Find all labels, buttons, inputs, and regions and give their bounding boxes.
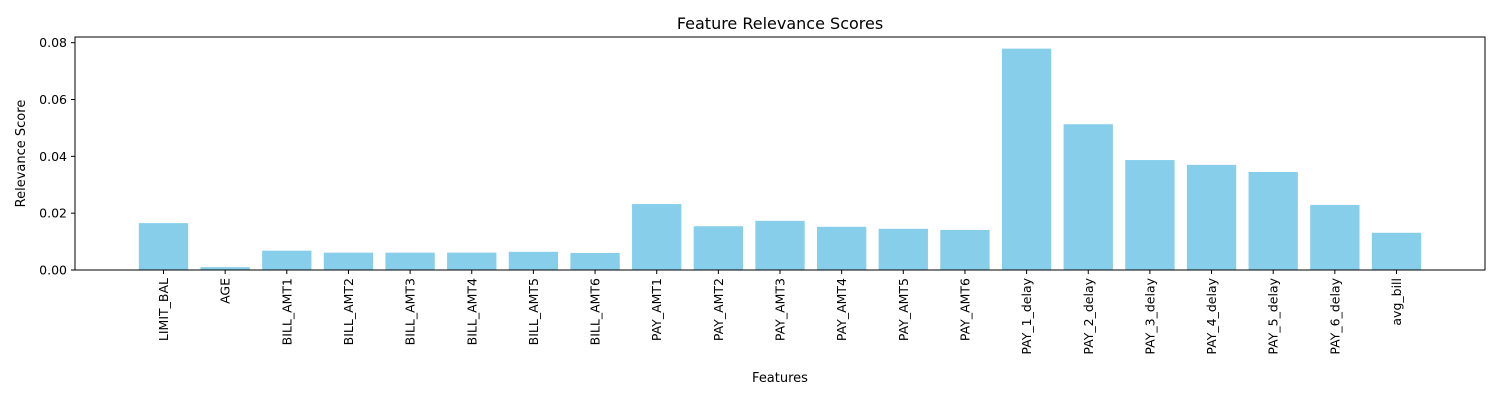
x-tick-label: PAY_AMT6 — [957, 278, 972, 341]
x-tick-label: BILL_AMT2 — [341, 278, 356, 345]
bar-pay-amt5 — [878, 228, 928, 270]
x-tick-label: PAY_AMT2 — [711, 278, 726, 341]
x-tick-label: LIMIT_BAL — [156, 278, 171, 341]
x-tick-label: PAY_4_delay — [1204, 277, 1219, 354]
bar-bill-amt5 — [508, 251, 559, 270]
y-tick-label: 0.02 — [39, 206, 67, 221]
bar-pay-1-delay — [1001, 48, 1052, 271]
bar-pay-6-delay — [1310, 204, 1360, 270]
bar-pay-amt4 — [816, 226, 867, 270]
bars — [138, 48, 1422, 271]
bar-pay-amt1 — [632, 204, 682, 270]
bar-bill-amt4 — [447, 252, 497, 270]
x-tick-label: AGE — [218, 278, 233, 304]
bar-bill-amt3 — [385, 252, 435, 270]
bar-pay-amt6 — [940, 229, 990, 270]
x-tick-label: avg_bill — [1389, 278, 1404, 326]
y-axis-label: Relevance Score — [14, 100, 29, 208]
x-tick-label: PAY_6_delay — [1327, 277, 1342, 354]
x-tick-label: PAY_5_delay — [1266, 277, 1281, 354]
bar-pay-4-delay — [1186, 164, 1237, 270]
x-tick-label: BILL_AMT1 — [279, 278, 294, 345]
y-tick-label: 0.04 — [39, 149, 67, 164]
x-tick-label: PAY_AMT3 — [773, 278, 788, 341]
bar-avg-bill — [1371, 232, 1422, 270]
x-tick-label: BILL_AMT5 — [526, 278, 541, 345]
bar-pay-2-delay — [1063, 124, 1113, 270]
bar-pay-3-delay — [1125, 160, 1175, 270]
bar-bill-amt6 — [570, 252, 620, 270]
x-axis-label: Features — [752, 371, 808, 386]
x-tick-label: BILL_AMT4 — [464, 278, 479, 345]
y-tick-label: 0.06 — [39, 92, 67, 107]
x-tick-label: PAY_AMT4 — [834, 278, 849, 341]
y-tick-label: 0.00 — [39, 263, 67, 278]
bar-age — [200, 267, 250, 270]
chart-title: Feature Relevance Scores — [677, 14, 883, 33]
bar-limit-bal — [138, 223, 189, 270]
x-tick-label: PAY_2_delay — [1081, 277, 1096, 354]
x-tick-label: BILL_AMT3 — [403, 278, 418, 345]
y-axis-ticks: 0.00 0.02 0.04 0.06 0.08 — [39, 35, 75, 278]
plot-frame — [74, 36, 1486, 271]
x-tick-label: PAY_3_delay — [1142, 277, 1157, 354]
x-tick-label: BILL_AMT6 — [588, 278, 603, 345]
bar-pay-amt3 — [755, 220, 805, 270]
x-axis-ticks: LIMIT_BAL AGE BILL_AMT1 BILL_AMT2 BILL_AMT3 B… — [156, 270, 1404, 355]
x-tick-label: PAY_AMT5 — [896, 278, 911, 341]
bar-pay-amt2 — [693, 226, 744, 270]
bar-bill-amt1 — [262, 250, 312, 270]
bar-pay-5-delay — [1248, 171, 1298, 270]
x-tick-label: PAY_AMT1 — [649, 278, 664, 341]
y-tick-label: 0.08 — [39, 35, 67, 50]
x-tick-label: PAY_1_delay — [1019, 277, 1034, 354]
bar-bill-amt2 — [323, 252, 374, 270]
